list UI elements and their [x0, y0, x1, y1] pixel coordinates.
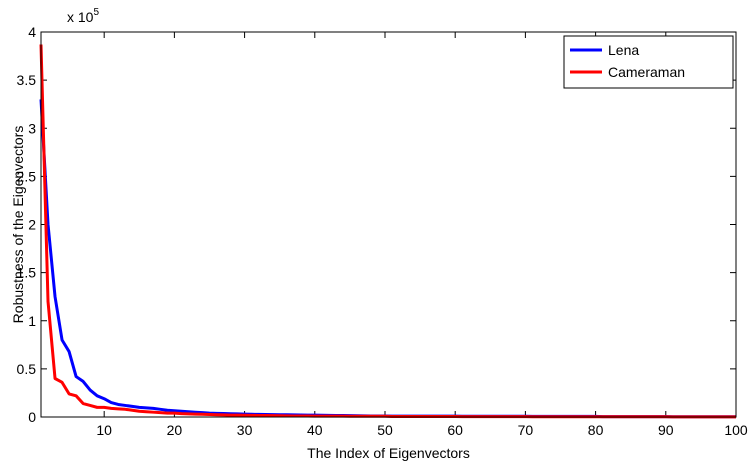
x-tick-label: 100 — [724, 422, 748, 438]
x-tick-label: 10 — [96, 422, 112, 438]
y-tick-label: 1 — [28, 313, 36, 329]
legend-box — [563, 35, 734, 89]
x-tick-label: 50 — [377, 422, 393, 438]
x-axis-label: The Index of Eigenvectors — [307, 445, 470, 461]
y-tick-label: 0.5 — [17, 361, 37, 377]
y-tick-label: 3.5 — [17, 72, 37, 88]
y-multiplier-base: x 10 — [67, 9, 94, 25]
legend-label: Lena — [608, 42, 639, 58]
plot-area — [41, 32, 736, 417]
axes-box — [40, 31, 737, 418]
y-tick-label: 3 — [28, 120, 36, 136]
x-tick-label: 40 — [307, 422, 323, 438]
legend-label: Cameraman — [608, 64, 685, 80]
x-tick-label: 60 — [447, 422, 463, 438]
y-tick-label: 2 — [28, 217, 36, 233]
y-tick-label: 2.5 — [17, 168, 37, 184]
y-tick-label: 0 — [28, 409, 36, 425]
x-tick-label: 70 — [518, 422, 534, 438]
y-tick-label: 4 — [28, 24, 36, 40]
y-tick-label: 1.5 — [17, 265, 37, 281]
x-tick-label: 20 — [167, 422, 183, 438]
y-multiplier: x 105 — [67, 7, 99, 25]
x-tick-label: 30 — [237, 422, 253, 438]
x-tick-label: 90 — [658, 422, 674, 438]
x-tick-label: 80 — [588, 422, 604, 438]
y-axis-label: Robustness of the Eigenvectors — [10, 126, 26, 324]
y-multiplier-exponent: 5 — [93, 7, 99, 18]
